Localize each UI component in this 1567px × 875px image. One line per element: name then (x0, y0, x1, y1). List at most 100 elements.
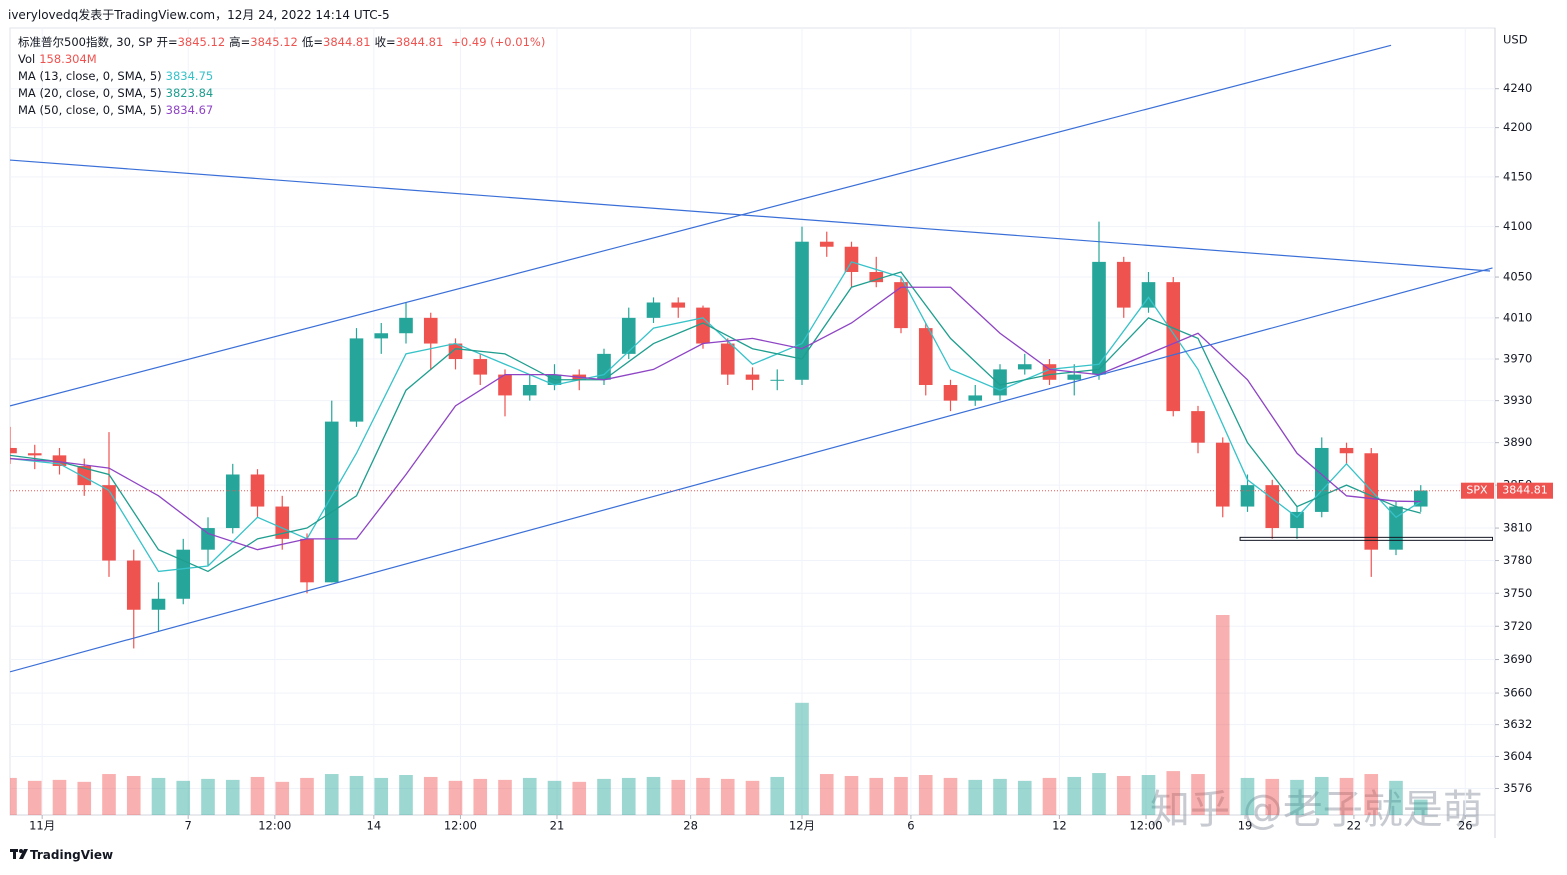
volume-bar (1364, 774, 1379, 815)
x-tick-label: 7 (185, 819, 192, 833)
volume-bar (770, 776, 785, 815)
ma-value: 3823.84 (165, 86, 214, 100)
candle-body (1364, 453, 1379, 550)
candle-body (250, 474, 265, 507)
x-tick-label: 12:00 (258, 819, 291, 833)
candle-body (151, 598, 166, 610)
currency-label: USD (1503, 33, 1528, 47)
candle-body (720, 343, 735, 375)
candle-body (423, 317, 438, 344)
candle-body (1067, 374, 1082, 380)
volume-bar (1116, 775, 1131, 815)
volume-bar (1240, 777, 1255, 815)
ohlc-label: 开= (156, 35, 178, 49)
y-tick-label: 3930 (1503, 393, 1532, 407)
volume-bar (300, 777, 314, 815)
candle-body (993, 369, 1007, 396)
candle-body (1339, 447, 1354, 454)
volume-bar (423, 776, 438, 815)
moving-average (10, 286, 1421, 551)
volume-bar (498, 779, 512, 815)
y-tick-label: 4100 (1503, 219, 1532, 233)
y-tick-label: 3576 (1503, 781, 1532, 795)
volume-bar (27, 780, 42, 815)
ohlc-value: 3845.12 (250, 35, 298, 49)
candle-body (621, 317, 636, 354)
y-tick-label: 4010 (1503, 310, 1532, 324)
moving-average (10, 271, 1421, 573)
volume-bar (968, 779, 983, 815)
volume-bar (151, 777, 166, 815)
volume-bar (1413, 799, 1428, 815)
ohlc-value: 3845.12 (177, 35, 226, 49)
y-tick-label: 3632 (1503, 717, 1532, 731)
candle-body (844, 246, 859, 272)
footer: TradingView (10, 848, 113, 862)
watermark: 知乎 @老子就是萌 (1150, 787, 1483, 833)
candle-body (943, 384, 958, 401)
volume-bar (869, 777, 884, 815)
trendline (10, 44, 1392, 407)
candle-body (225, 474, 240, 529)
volume-bar (943, 777, 958, 815)
price-tag-bg (1497, 482, 1553, 499)
volume-name: Vol (18, 52, 36, 66)
volume-bar (918, 775, 933, 815)
ma-name: MA (20, close, 0, SMA, 5) (18, 86, 162, 100)
candle-body (597, 353, 611, 380)
trendline (10, 267, 1493, 673)
volume-bar (844, 775, 859, 815)
volume-bar (10, 777, 17, 815)
candle-body (176, 549, 191, 599)
x-tick-label: 12:00 (444, 819, 477, 833)
volume-bar (993, 778, 1007, 815)
symbol-tag-bg (1461, 482, 1494, 499)
candle-body (275, 506, 290, 539)
volume-bar (52, 779, 67, 815)
candle-body (399, 317, 413, 334)
candle-body (126, 560, 141, 610)
volume-bar (795, 702, 809, 815)
volume-bar (1166, 771, 1181, 815)
candle-body (869, 271, 884, 283)
candle-body (201, 528, 215, 550)
change: +0.49 (+0.01%) (451, 35, 546, 49)
y-tick-label: 3750 (1503, 586, 1532, 600)
volume-bar (696, 777, 710, 815)
y-tick-label: 3780 (1503, 553, 1532, 567)
x-tick-label: 22 (1347, 819, 1362, 833)
plot-frame (9, 27, 1496, 816)
volume-bar (1067, 776, 1082, 815)
candle-body (696, 307, 710, 344)
volume-bar (225, 779, 240, 815)
candle-body (1265, 485, 1280, 529)
candle-body (1017, 364, 1032, 370)
ohlc-label: 高= (229, 35, 251, 49)
y-tick-label: 4050 (1503, 270, 1532, 284)
y-tick-label: 3690 (1503, 652, 1532, 666)
y-tick-label: 3970 (1503, 352, 1532, 366)
candle-body (77, 465, 92, 486)
candle-body (448, 343, 463, 360)
candle-body (324, 421, 339, 583)
candle-body (1191, 411, 1205, 443)
ohlc-value: 3844.81 (395, 35, 444, 49)
volume-bar (448, 780, 463, 815)
trendline (10, 159, 1491, 272)
legend-row: 标准普尔500指数, 30, SP 开=3845.12 高=3845.12 低=384… (18, 34, 549, 51)
x-tick-label: 28 (683, 819, 698, 833)
ma-legend-row: MA (13, close, 0, SMA, 5) 3834.75 (18, 68, 549, 85)
candle-body (1314, 447, 1329, 512)
volume-bar (102, 774, 116, 815)
level-box (1239, 536, 1494, 541)
candle-body (102, 485, 116, 561)
candle-body (10, 447, 17, 454)
volume-bar (1389, 780, 1403, 815)
ma-legend-row: MA (50, close, 0, SMA, 5) 3834.67 (18, 102, 549, 119)
ma-value: 3834.75 (165, 69, 214, 83)
volume-bar (250, 776, 265, 815)
ohlc-value: 3844.81 (323, 35, 371, 49)
volume-bar (349, 775, 364, 815)
x-tick-label: 12:00 (1129, 819, 1162, 833)
candle-body (1215, 442, 1230, 507)
